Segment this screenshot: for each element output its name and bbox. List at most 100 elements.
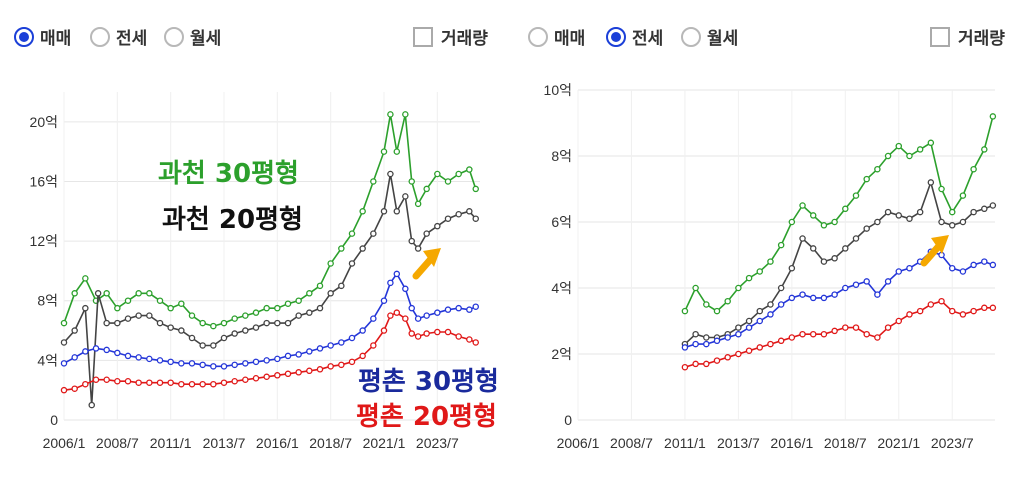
radio-jeonse[interactable]: 전세 (90, 24, 147, 49)
series-point (252, 309, 260, 316)
radio-sale-label: 매매 (554, 29, 586, 48)
series-point (348, 358, 356, 366)
series-point (231, 315, 238, 322)
series-point (60, 360, 68, 367)
series-point (799, 291, 806, 298)
series-point (359, 327, 366, 334)
series-point (135, 354, 142, 361)
x-tick-label: 2013/7 (717, 435, 760, 451)
series-point (874, 291, 881, 298)
volume-checkbox[interactable]: 거래량 (413, 24, 488, 49)
series-point (348, 260, 356, 267)
series-point (820, 330, 828, 338)
x-tick-label: 2021/1 (363, 435, 406, 451)
series-point (124, 352, 132, 360)
series-point (370, 178, 377, 185)
volume-checkbox[interactable]: 거래량 (930, 24, 1005, 49)
series-point (274, 372, 281, 379)
series-point (466, 208, 473, 215)
radio-monthly-indicator[interactable] (681, 26, 701, 47)
series-point (455, 304, 462, 312)
radio-monthly-label: 월세 (190, 29, 222, 48)
series-point (788, 334, 796, 341)
series-point (274, 319, 281, 327)
left-y-axis: 0 4억 8억 12억 16억 20억 (30, 114, 59, 428)
series-point (809, 330, 817, 338)
radio-monthly[interactable]: 월세 (681, 24, 738, 49)
series-point (681, 363, 689, 371)
series-point (295, 297, 302, 304)
series-point (295, 351, 302, 358)
series-point (414, 200, 422, 208)
series-point (455, 333, 462, 340)
series-point (327, 363, 334, 370)
series-point (414, 333, 422, 340)
series-point (981, 146, 988, 153)
series-point (927, 139, 935, 147)
series-point (178, 300, 185, 307)
volume-checkbox-label: 거래량 (441, 29, 488, 48)
x-tick-label: 2006/1 (557, 435, 600, 451)
series-point (466, 306, 473, 313)
series-point (306, 348, 313, 355)
series-point (948, 264, 956, 272)
series-point (252, 358, 260, 366)
series-point (831, 255, 838, 262)
x-tick-label: 2008/7 (96, 435, 139, 451)
radio-jeonse[interactable]: 전세 (606, 24, 663, 49)
series-point (767, 311, 774, 318)
series-point (263, 304, 270, 312)
series-point (178, 380, 185, 388)
series-point (735, 284, 742, 292)
series-point (220, 363, 228, 370)
series-point (94, 290, 102, 297)
series-point (777, 241, 785, 249)
radio-jeonse-indicator[interactable] (90, 26, 110, 47)
x-tick-label: 2018/7 (824, 435, 867, 451)
series-point (178, 327, 185, 334)
series-point (92, 376, 100, 383)
y-tick-label: 10억 (544, 82, 572, 98)
series-point (863, 175, 870, 183)
series-point (959, 218, 967, 226)
series-1 (60, 170, 479, 409)
series-point (767, 301, 774, 308)
series-point (380, 327, 388, 334)
series-point (188, 360, 196, 367)
y-tick-label: 8억 (551, 148, 572, 164)
volume-checkbox-box[interactable] (413, 26, 433, 47)
radio-sale-indicator[interactable] (14, 26, 34, 47)
radio-jeonse-indicator[interactable] (606, 26, 626, 47)
volume-checkbox-box[interactable] (930, 26, 950, 47)
radio-sale-indicator[interactable] (528, 26, 548, 47)
series-point (884, 208, 892, 216)
x-tick-label: 2016/1 (256, 435, 299, 451)
series-point (820, 294, 828, 302)
series-point (124, 315, 132, 322)
series-point (359, 208, 366, 215)
series-point (423, 185, 430, 193)
radio-jeonse-label: 전세 (116, 29, 148, 48)
series-point (981, 304, 988, 312)
series-point (242, 360, 249, 367)
series-point (989, 261, 997, 269)
series-point (135, 290, 142, 297)
x-tick-label: 2013/7 (203, 435, 246, 451)
radio-monthly-label: 월세 (707, 29, 739, 48)
series-point (338, 245, 345, 252)
series-point (916, 146, 924, 153)
radio-sale[interactable]: 매매 (14, 24, 71, 49)
radio-jeonse-label: 전세 (632, 29, 664, 48)
series-point (370, 342, 377, 349)
radio-sale[interactable]: 매매 (528, 24, 585, 49)
series-point (692, 360, 699, 368)
series-0 (681, 113, 997, 315)
volume-checkbox-label: 거래량 (958, 29, 1005, 48)
radio-monthly[interactable]: 월세 (164, 24, 221, 49)
series-point (831, 327, 838, 335)
radio-monthly-indicator[interactable] (164, 26, 184, 47)
series-point (387, 170, 394, 178)
series-point (124, 377, 132, 385)
series-point (788, 218, 796, 226)
series-point (692, 284, 699, 292)
